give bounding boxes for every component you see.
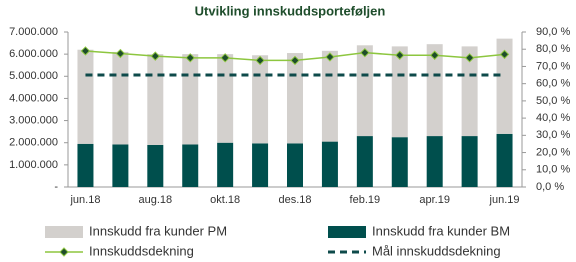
bar (356, 136, 373, 187)
y2-tick-label: 90,0 % (536, 26, 570, 38)
marker (255, 55, 265, 66)
legend-label: Innskuddsdekning (89, 243, 194, 258)
bar (496, 38, 513, 134)
bar (252, 143, 269, 187)
marker (395, 50, 405, 60)
y2-tick-label: 40,0 % (536, 112, 570, 124)
y-tick-label: - (54, 181, 58, 193)
marker (115, 48, 126, 59)
bar (217, 142, 234, 187)
y-tick-label: 2.000.000 (9, 137, 58, 149)
marker (220, 53, 230, 63)
y2-tick-label: 80,0 % (536, 43, 570, 55)
bar (321, 141, 338, 187)
bar (147, 144, 164, 187)
y2-tick-label: 60,0 % (536, 78, 570, 90)
y-tick-label: 1.000.000 (9, 159, 58, 171)
bar (182, 144, 199, 187)
legend-marker (59, 247, 69, 257)
y2-tick-label: 10,0 % (536, 164, 570, 176)
bar (426, 44, 443, 137)
legend-label: Innskudd fra kunder BM (372, 223, 510, 238)
bar (77, 143, 94, 187)
y-tick-label: 7.000.000 (9, 26, 58, 38)
marker (80, 46, 91, 56)
y2-tick-label: 20,0 % (536, 146, 570, 158)
bar (287, 143, 303, 187)
legend-swatch (328, 226, 366, 238)
marker (499, 49, 510, 60)
bar (112, 51, 129, 145)
x-tick-label: jun.19 (489, 194, 520, 206)
legend-label: Innskudd fra kunder PM (89, 223, 227, 238)
marker (290, 55, 300, 66)
bar (182, 54, 199, 145)
bar (287, 53, 303, 144)
x-tick-label: apr.19 (419, 194, 450, 206)
bar (217, 54, 234, 143)
bar (461, 136, 478, 187)
bar (426, 136, 443, 187)
y2-tick-label: 0,0 % (536, 181, 564, 193)
x-tick-label: des.18 (278, 194, 311, 206)
y2-tick-label: 50,0 % (536, 95, 570, 107)
y2-tick-label: 30,0 % (536, 129, 570, 141)
bar (461, 46, 478, 137)
x-tick-label: aug.18 (138, 194, 172, 206)
marker (150, 51, 161, 61)
marker (464, 53, 475, 63)
bar (112, 144, 129, 187)
marker (360, 47, 370, 58)
x-tick-label: jun.18 (69, 194, 100, 206)
bar (356, 45, 373, 137)
bar (391, 46, 408, 138)
marker (185, 53, 195, 63)
y2-tick-label: 70,0 % (536, 60, 570, 72)
y-tick-label: 6.000.000 (9, 48, 58, 60)
marker (429, 50, 440, 60)
y-tick-label: 5.000.000 (9, 70, 58, 82)
bar (321, 50, 338, 142)
legend-label: Mål innskuddsdekning (372, 243, 501, 258)
y-tick-label: 3.000.000 (9, 114, 58, 126)
y-tick-label: 4.000.000 (9, 92, 58, 104)
bar (252, 55, 269, 144)
x-tick-label: feb.19 (350, 194, 381, 206)
bar (77, 49, 94, 144)
chart-title: Utvikling innskuddsporteføljen (195, 3, 386, 18)
bar (496, 133, 513, 187)
bar (147, 54, 164, 145)
legend-swatch (45, 226, 83, 238)
marker (325, 52, 335, 62)
x-tick-label: okt.18 (210, 194, 240, 206)
bar (391, 137, 408, 187)
